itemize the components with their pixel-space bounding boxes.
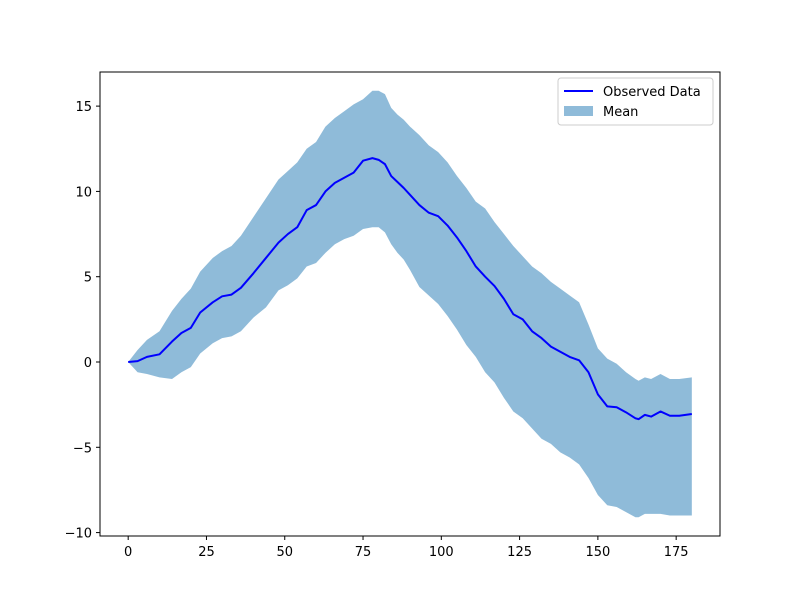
y-tick-label: 10: [75, 185, 92, 200]
x-tick-label: 0: [124, 545, 132, 560]
legend-box: [557, 77, 714, 126]
legend-label-mean: Mean: [603, 105, 638, 120]
y-tick-label: −5: [73, 441, 92, 456]
x-tick-label: 125: [507, 545, 532, 560]
axes-frame: [99, 71, 721, 537]
x-tick-label: 150: [585, 545, 610, 560]
x-tick-label: 75: [355, 545, 372, 560]
legend-swatch-mean: [564, 106, 593, 116]
y-tick-label: 15: [75, 100, 92, 115]
x-tick-label: 175: [664, 545, 689, 560]
legend: Observed Data Mean: [557, 77, 714, 126]
x-tick-label: 25: [198, 545, 215, 560]
y-tick-label: −10: [65, 527, 92, 542]
plot-area: [128, 90, 692, 518]
y-axis: −10 −5 0 5 10 15: [65, 100, 100, 542]
x-tick-label: 50: [276, 545, 293, 560]
mean-band: [128, 90, 692, 518]
x-axis: 0 25 50 75 100 125 150 175: [124, 536, 689, 560]
legend-label-observed-data: Observed Data: [603, 85, 701, 100]
observed-data-line: [128, 157, 692, 421]
y-tick-label: 5: [84, 271, 92, 286]
x-tick-label: 100: [429, 545, 454, 560]
y-tick-label: 0: [84, 356, 92, 371]
